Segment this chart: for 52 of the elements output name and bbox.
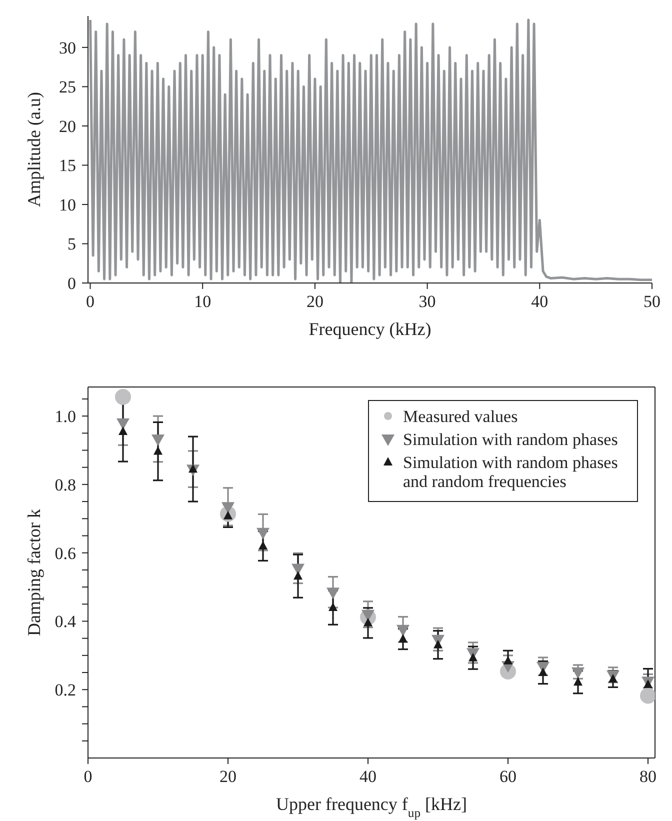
point <box>640 688 655 704</box>
point <box>118 426 128 435</box>
x-tick-label: 50 <box>644 292 660 311</box>
y-tick-label: 0 <box>68 274 76 293</box>
x-axis-title: Frequency (kHz) <box>308 319 432 339</box>
point <box>258 541 268 550</box>
point <box>328 602 338 612</box>
point <box>326 588 340 600</box>
y-tick-label: 0.2 <box>54 680 76 700</box>
point <box>364 618 372 626</box>
y-tick-label: 5 <box>68 234 76 254</box>
y-tick-label: 0.6 <box>54 544 76 563</box>
x-tick-label: 30 <box>418 292 436 311</box>
point <box>434 640 442 648</box>
y-axis-title: Amplitude (a.u) <box>24 92 44 207</box>
legend-label: Simulation with random phases and random frequencies <box>403 453 619 491</box>
legend-label: Simulation with random phases <box>403 430 618 449</box>
x-axis-title: Upper frequency f$_{up}$ [kHz] <box>276 794 468 820</box>
point <box>396 624 410 636</box>
point <box>572 667 584 679</box>
point <box>222 502 234 514</box>
x-tick-label: 60 <box>500 767 516 786</box>
legend-label: Measured values <box>403 407 518 426</box>
point <box>538 668 548 676</box>
y-axis-title: Damping factor k <box>24 509 44 636</box>
y-tick-label: 25 <box>59 78 76 97</box>
x-tick-label: 10 <box>194 292 212 311</box>
y-tick-label: 15 <box>59 156 76 176</box>
x-tick-label: 0 <box>86 292 94 311</box>
y-tick-label: 10 <box>59 195 76 214</box>
point <box>115 388 131 405</box>
x-tick-label: 40 <box>360 767 376 786</box>
point <box>154 446 162 455</box>
y-tick-label: 0.8 <box>54 475 76 494</box>
point <box>608 674 618 683</box>
point <box>574 677 582 686</box>
y-tick-label: 0.4 <box>54 612 76 632</box>
point <box>644 679 652 688</box>
y-tick-label: 1.0 <box>54 407 76 426</box>
point <box>152 434 164 446</box>
y-tick-label: 20 <box>59 116 76 136</box>
x-tick-label: 40 <box>531 292 548 311</box>
y-tick-label: 30 <box>59 38 76 58</box>
x-tick-label: 20 <box>220 767 236 786</box>
point <box>256 528 270 540</box>
x-tick-label: 80 <box>640 767 656 786</box>
point <box>398 634 408 643</box>
x-tick-label: 20 <box>306 292 324 311</box>
x-tick-label: 0 <box>84 767 92 786</box>
point <box>468 652 478 662</box>
point <box>116 418 130 430</box>
point <box>294 571 302 580</box>
